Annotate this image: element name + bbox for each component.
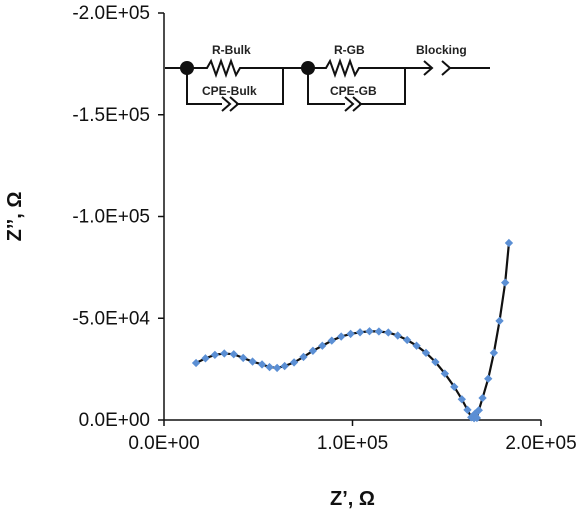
data-point <box>280 361 289 371</box>
r-gb-resistor <box>308 58 384 78</box>
data-point <box>489 348 499 358</box>
data-point <box>239 353 248 363</box>
r-bulk-label: R-Bulk <box>212 43 251 57</box>
data-point <box>220 349 229 358</box>
data-point <box>191 358 201 368</box>
data-point <box>201 354 210 363</box>
data-point <box>337 332 346 341</box>
cpe-gb-branch <box>307 68 406 105</box>
y-tick-label: -5.0E+04 <box>72 308 150 329</box>
data-point <box>472 413 482 423</box>
data-point <box>393 331 402 340</box>
x-tick-label: 1.0E+05 <box>317 433 388 454</box>
data-point <box>484 374 493 383</box>
data-point <box>495 316 504 326</box>
data-point <box>365 327 374 336</box>
blocking-label: Blocking <box>416 43 467 57</box>
data-point <box>501 278 510 287</box>
cpe-bulk-element <box>221 96 240 112</box>
y-tick-label: -1.0E+05 <box>72 207 150 228</box>
x-tick-label: 0.0E+00 <box>128 433 199 454</box>
circuit-node-left <box>180 61 194 75</box>
data-point <box>265 362 274 372</box>
y-tick-label: 0.0E+00 <box>79 410 150 431</box>
x-axis-title: Z’, Ω <box>330 488 375 510</box>
label-layer: 0.0E+00 -5.0E+04 -1.0E+05 -1.5E+05 -2.0E+05 0… <box>4 3 577 510</box>
data-point <box>327 336 336 345</box>
data-point <box>431 357 440 367</box>
data-point <box>450 382 459 391</box>
data-point <box>374 327 384 336</box>
data-point <box>210 350 220 360</box>
data-point <box>478 393 487 403</box>
data-point <box>474 406 483 415</box>
r-bulk-resistor <box>187 58 263 78</box>
y-tick-label: -2.0E+05 <box>72 3 150 24</box>
equivalent-circuit-diagram: R-Bulk CPE-Bulk R-GB CPE-GB Blocking <box>165 43 490 112</box>
data-markers <box>191 238 514 423</box>
data-point <box>308 346 318 355</box>
circuit-node-right <box>301 61 315 75</box>
curve-layer <box>195 242 511 422</box>
x-tick-label: 2.0E+05 <box>505 433 576 454</box>
y-axis-title: Z’’, Ω <box>4 192 26 242</box>
cpe-bulk-label: CPE-Bulk <box>202 84 257 98</box>
cpe-gb-label: CPE-GB <box>330 84 377 98</box>
data-point <box>257 360 267 369</box>
cpe-bulk-branch <box>186 68 284 105</box>
data-point <box>346 329 355 339</box>
blocking-cpe-element <box>411 60 458 76</box>
data-point <box>272 363 282 373</box>
y-tick-label: -1.5E+05 <box>72 105 150 126</box>
r-gb-label: R-GB <box>334 43 365 57</box>
fit-line <box>195 242 511 422</box>
data-point <box>248 357 257 366</box>
cpe-gb-element <box>344 96 363 112</box>
data-point <box>463 405 472 414</box>
data-point <box>504 238 514 248</box>
data-point <box>289 358 299 367</box>
data-point <box>402 335 412 345</box>
data-point <box>384 328 393 337</box>
data-point <box>355 328 365 337</box>
data-point <box>421 348 431 358</box>
data-point <box>229 350 238 359</box>
data-point <box>412 341 421 350</box>
data-point <box>318 341 327 350</box>
data-point <box>440 369 450 378</box>
data-point <box>299 352 308 362</box>
data-point <box>457 395 466 404</box>
